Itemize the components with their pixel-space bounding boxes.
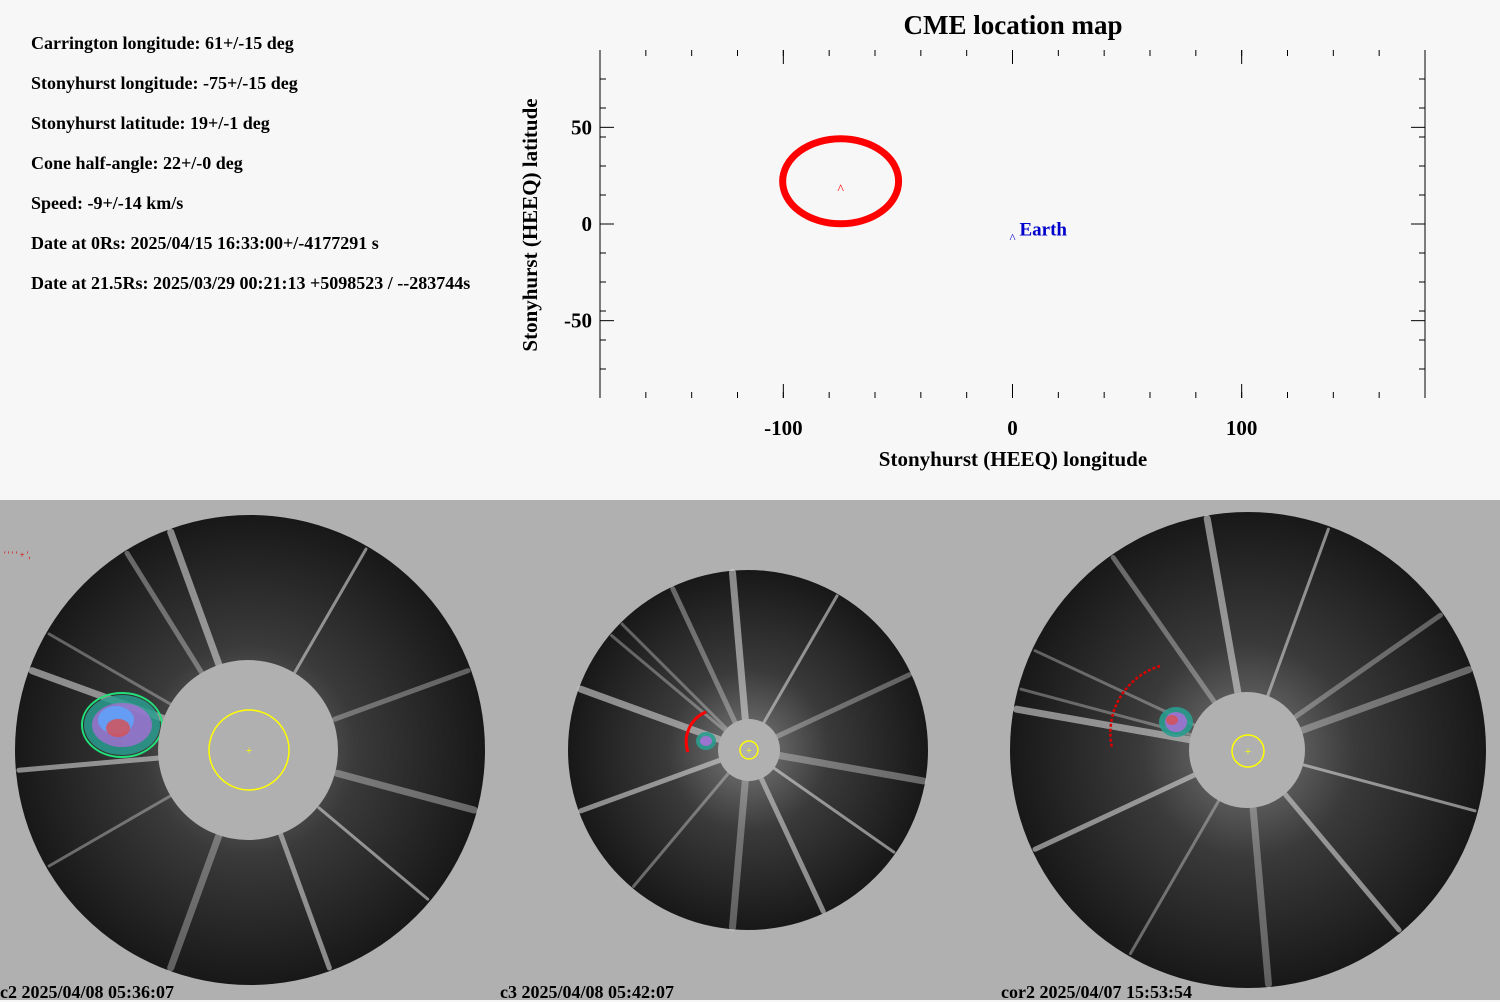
coronal-streamer (1302, 763, 1477, 813)
x-tick-label: 0 (1007, 416, 1018, 440)
coronal-streamer (728, 569, 749, 723)
coronal-streamer (332, 668, 471, 722)
c2-cme-trace: ' ' ' ' + ', (4, 550, 31, 560)
c3-occulter (718, 719, 780, 781)
cor2-caption: cor2 2025/04/07 15:53:54 (1001, 982, 1192, 1002)
y-axis-label: Stonyhurst (HEEQ) latitude (518, 98, 542, 351)
cme-cone-outline (779, 135, 903, 228)
c3-cme-outline (684, 710, 707, 753)
coronal-streamer (333, 769, 478, 814)
speed: Speed: -9+/-14 km/s (31, 193, 184, 213)
earth-marker: ^ (1009, 231, 1015, 246)
c3-sun-center-marker: + (746, 745, 752, 757)
c3-sun-limb (739, 740, 759, 760)
cor2-sun-center-marker: + (1245, 744, 1252, 758)
c3-coronal-streamers (577, 569, 927, 931)
coronal-streamer (620, 622, 728, 730)
cor2-image: + (1010, 512, 1486, 988)
cor2-coronal-streamers (1013, 515, 1477, 988)
c2-cme-blob (81, 692, 163, 758)
y-tick-label: 0 (582, 212, 593, 236)
chart-title: CME location map (904, 10, 1123, 40)
coronal-streamer (293, 547, 368, 674)
coronal-streamer (577, 685, 723, 743)
cor2-sun-limb (1231, 734, 1265, 768)
coronal-streamer (578, 758, 722, 814)
coronal-streamer (1129, 798, 1221, 956)
coronal-streamer (762, 594, 839, 725)
date-at-21-5rs: Date at 21.5Rs: 2025/03/29 00:21:13 +509… (31, 273, 471, 293)
stonyhurst-longitude: Stonyhurst longitude: -75+/-15 deg (31, 73, 298, 93)
cor2-occulter (1189, 692, 1305, 808)
cone-half-angle: Cone half-angle: 22+/-0 deg (31, 153, 243, 173)
y-tick-label: -50 (564, 309, 592, 333)
coronal-streamer (1299, 666, 1473, 734)
coronal-streamer (167, 528, 223, 669)
cme-marker: ^ (837, 182, 844, 197)
coronal-streamer (771, 766, 896, 854)
cme-location-map: CME location map Stonyhurst (HEEQ) longi… (518, 10, 1426, 471)
coronal-streamer (167, 831, 223, 972)
coronal-streamer (670, 586, 738, 725)
coronal-streamer (1266, 527, 1330, 697)
coronal-streamer (758, 775, 826, 914)
plot-marks: ^ ^ Earth (779, 135, 1068, 246)
earth-label: Earth (1020, 220, 1068, 241)
coronal-streamer (632, 772, 730, 888)
c2-sun-limb (208, 709, 290, 791)
c2-sun-center-marker: + (246, 743, 253, 757)
coronal-streamer (610, 634, 726, 732)
coronal-streamer (1293, 612, 1444, 720)
coronagraph-panel: + ' ' ' ' + ', + (0, 500, 1500, 1002)
coronal-streamer (124, 550, 205, 677)
coronal-streamer (728, 777, 749, 931)
coronagraph-images: + ' ' ' ' + ', + (4, 512, 1486, 988)
c2-occulter (158, 660, 338, 840)
coronal-streamer (775, 751, 927, 785)
x-tick-label: -100 (764, 416, 803, 440)
axes: -100 0 100 50 0 -50 (564, 50, 1426, 440)
coronal-streamer (1203, 515, 1242, 697)
coronal-streamer (1013, 705, 1195, 744)
c3-caption: c3 2025/04/08 05:42:07 (500, 982, 674, 1002)
coronal-streamer (1249, 804, 1272, 988)
c2-image: + ' ' ' ' + ', (4, 515, 485, 985)
coronal-streamer (47, 632, 174, 707)
coronal-streamer (317, 806, 430, 901)
top-panel: Carrington longitude: 61+/-15 deg Stonyh… (0, 0, 1500, 500)
c2-caption: c2 2025/04/08 05:36:07 (0, 982, 174, 1002)
y-tick-label: 50 (571, 115, 592, 139)
coronal-streamer (1110, 554, 1218, 705)
coronal-streamer (1032, 772, 1198, 852)
stonyhurst-latitude: Stonyhurst latitude: 19+/-1 deg (31, 113, 270, 133)
c2-coronal-streamers (16, 528, 478, 972)
coronal-streamer (1282, 791, 1402, 933)
cor2-cme-blob (1159, 707, 1193, 737)
date-at-0rs: Date at 0Rs: 2025/04/15 16:33:00+/-41772… (31, 233, 379, 253)
carrington-longitude: Carrington longitude: 61+/-15 deg (31, 33, 294, 53)
coronal-streamer (47, 793, 174, 868)
c3-image: + (568, 569, 928, 931)
coronal-streamer (773, 672, 912, 740)
coronal-streamer (278, 832, 332, 971)
coronal-streamer (16, 755, 163, 773)
cme-parameter-list: Carrington longitude: 61+/-15 deg Stonyh… (31, 30, 470, 310)
cor2-cme-outline (1109, 664, 1161, 749)
x-axis-label: Stonyhurst (HEEQ) longitude (879, 447, 1147, 471)
c3-cme-blob (696, 732, 716, 750)
x-tick-label: 100 (1226, 416, 1258, 440)
